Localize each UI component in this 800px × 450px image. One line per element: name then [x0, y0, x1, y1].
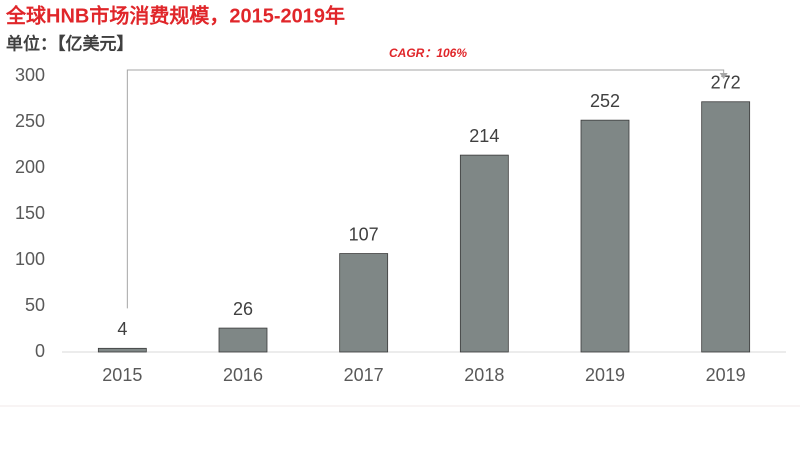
- bar: [97, 347, 147, 353]
- annotation: CAGR：106%: [389, 46, 467, 60]
- y-tick-label: 200: [15, 157, 45, 177]
- x-tick-label: 2019: [585, 365, 625, 385]
- y-tick-label: 50: [25, 295, 45, 315]
- x-tick-label: 2017: [344, 365, 384, 385]
- y-tick-label: 250: [15, 111, 45, 131]
- data-label: 107: [349, 224, 379, 244]
- x-tick-label: 2019: [706, 365, 746, 385]
- x-tick-label: 2016: [223, 365, 263, 385]
- y-tick-label: 0: [35, 341, 45, 361]
- data-label: 272: [711, 73, 741, 93]
- cagr-bracket: [126, 69, 725, 309]
- data-label: 252: [590, 91, 620, 111]
- data-label: 26: [233, 299, 253, 319]
- x-tick-label: 2018: [464, 365, 504, 385]
- bar: [580, 119, 630, 353]
- cagr-arrow: [719, 73, 728, 79]
- bar: [218, 327, 268, 353]
- y-tick-label: 300: [15, 65, 45, 85]
- y-tick-label: 100: [15, 249, 45, 269]
- data-label: 214: [469, 126, 499, 146]
- bar: [701, 101, 751, 353]
- bar: [339, 253, 389, 353]
- x-tick-label: 2015: [102, 365, 142, 385]
- bar: [459, 154, 509, 353]
- y-tick-label: 150: [15, 203, 45, 223]
- data-label: 4: [117, 319, 127, 339]
- chart-subtitle: 单位：【亿美元】: [6, 33, 134, 53]
- chart-title: 全球HNB市场消费规模，2015-2019年: [5, 3, 345, 27]
